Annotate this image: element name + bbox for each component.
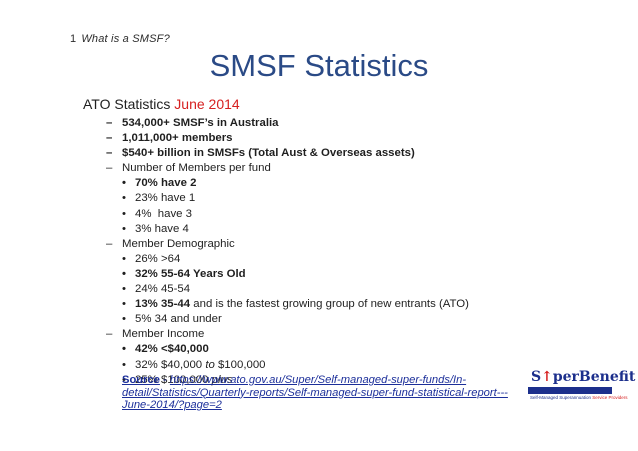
bullet-100k-plus: 25% $100,000 plus (102, 373, 469, 388)
list-item-members-per-fund: Number of Members per fund (102, 161, 469, 176)
bullet-4-have-3: 4% have 3 (102, 207, 469, 222)
bullet-40k-to: to (205, 358, 215, 371)
bullet-23-have-1: 23% have 1 (102, 191, 469, 206)
bullet-35-44: 13% 35-44 and is the fastest growing gro… (102, 297, 469, 312)
section-number: 1 (70, 33, 77, 45)
bullet-40k-100k: 32% $40,000 to $100,000 (102, 358, 469, 373)
bullet-under-40k: 42% <$40,000 (102, 342, 469, 357)
section-title: What is a SMSF? (81, 33, 170, 45)
bullet-40k-pre: 32% $40,000 (135, 358, 206, 371)
source-link-line2[interactable]: detail/Statistics/Quarterly-reports/Self… (122, 386, 508, 399)
source-separator: - (159, 374, 170, 386)
bullet-55-64: 32% 55-64 Years Old (102, 267, 469, 282)
logo-tagline-pre: Self-Managed Superannuation (530, 395, 593, 400)
slide-title: SMSF Statistics (209, 48, 429, 83)
bullet-70-have-2: 70% have 2 (102, 176, 469, 191)
logo-bar (528, 387, 612, 394)
superbenefit-logo: S↑perBenefit Self-Managed Superannuation… (528, 367, 635, 405)
stats-heading: ATO Statistics June 2014 (83, 96, 240, 112)
bullet-over-64: 26% >64 (102, 252, 469, 267)
stats-list: 534,000+ SMSF’s in Australia 1,011,000+ … (102, 116, 469, 388)
logo-part-rest: perBenefit (552, 369, 636, 385)
bullet-35-44-bold: 13% 35-44 (135, 298, 191, 311)
heading-prefix: ATO Statistics (83, 96, 175, 112)
source-label: Source (122, 374, 160, 386)
bullet-34-under: 5% 34 and under (102, 312, 469, 327)
logo-arrow-icon: ↑ (541, 369, 553, 385)
bullet-100k-pre: 25% $100,000 (135, 373, 212, 386)
list-item-member-income: Member Income (102, 327, 469, 342)
bullet-40k-post: $100,000 (214, 358, 266, 371)
source-link-line3[interactable]: June-2014/?page=2 (122, 399, 222, 411)
bullet-100k-plus-word: plus (211, 373, 233, 386)
logo-tagline: Self-Managed Superannuation Service Prov… (530, 395, 628, 400)
list-item-member-demographic: Member Demographic (102, 237, 469, 252)
list-item-smsf-count: 534,000+ SMSF’s in Australia (102, 116, 469, 131)
logo-wordmark: S↑perBenefit (531, 369, 635, 385)
list-item-member-count: 1,011,000+ members (102, 131, 469, 146)
list-item-total-assets: $540+ billion in SMSFs (Total Aust & Ove… (102, 146, 469, 161)
bullet-3-have-4: 3% have 4 (102, 222, 469, 237)
bullet-45-54: 24% 45-54 (102, 282, 469, 297)
source-citation: Source - https://www.ato.gov.au/Super/Se… (122, 374, 508, 412)
section-label: 1 What is a SMSF? (70, 33, 170, 45)
source-link-line1[interactable]: https://www.ato.gov.au/Super/Self-manage… (169, 374, 467, 386)
heading-date: June 2014 (174, 96, 240, 112)
logo-tagline-accent: Service Providers (592, 395, 628, 400)
logo-part-s: S (531, 369, 542, 385)
bullet-35-44-rest: and is the fastest growing group of new … (190, 298, 469, 311)
